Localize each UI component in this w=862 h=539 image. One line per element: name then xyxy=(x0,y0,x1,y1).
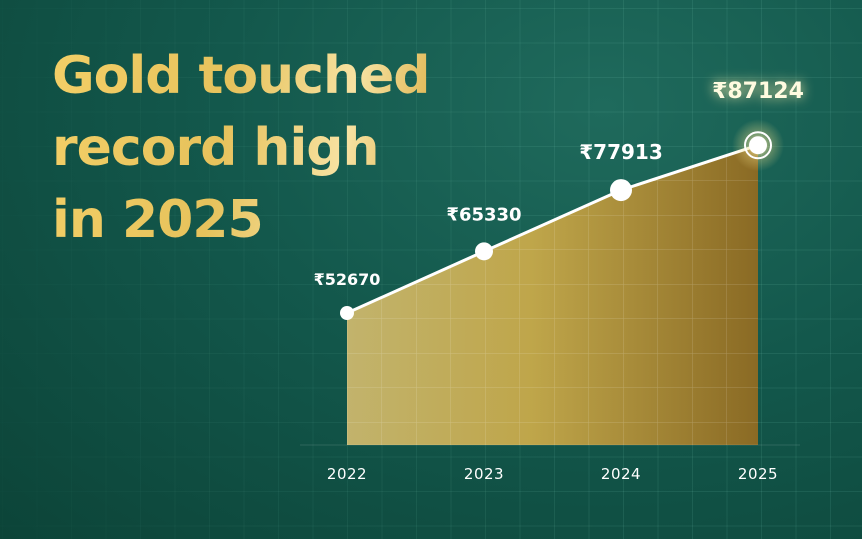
data-label-2024: ₹77913 xyxy=(579,140,663,164)
point-2024 xyxy=(610,179,632,202)
highlight-ring xyxy=(744,131,772,160)
data-label-2023: ₹65330 xyxy=(446,204,521,225)
data-label-2022: ₹52670 xyxy=(314,270,381,289)
point-2023 xyxy=(475,242,493,261)
data-label-2025: ₹87124 xyxy=(712,79,804,104)
point-2022 xyxy=(340,306,354,320)
area-grid-overlay xyxy=(347,145,758,445)
x-tick-2022: 2022 xyxy=(327,465,367,483)
x-tick-2023: 2023 xyxy=(464,465,504,483)
point-2025 xyxy=(749,136,767,155)
x-tick-2024: 2024 xyxy=(601,465,641,483)
series-line xyxy=(345,143,760,315)
x-tick-2025: 2025 xyxy=(738,465,778,483)
